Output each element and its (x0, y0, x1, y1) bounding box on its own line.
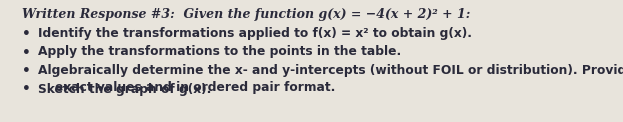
Text: Apply the transformations to the points in the table.: Apply the transformations to the points … (38, 46, 401, 59)
Text: •: • (22, 46, 31, 60)
Text: •: • (22, 64, 31, 78)
Text: •: • (22, 27, 31, 41)
Text: •: • (22, 82, 31, 97)
Text: Written Response #3:  Given the function g(x) = −4(x + 2)² + 1:: Written Response #3: Given the function … (22, 8, 470, 21)
Text: Identify the transformations applied to f(x) = x² to obtain g(x).: Identify the transformations applied to … (38, 27, 472, 40)
Text: Algebraically determine the x- and y-intercepts (without FOIL or distribution). : Algebraically determine the x- and y-int… (38, 64, 623, 93)
Text: Sketch the graph of g(x).: Sketch the graph of g(x). (38, 82, 211, 96)
